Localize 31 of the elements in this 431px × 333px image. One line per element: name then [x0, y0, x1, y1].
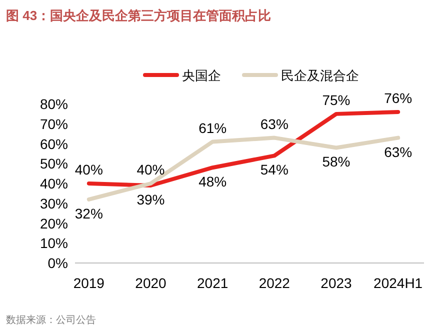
data-label: 54% — [260, 162, 288, 178]
source-note: 数据来源：公司公告 — [6, 314, 96, 326]
y-tick-label: 0% — [48, 255, 68, 271]
y-tick-label: 10% — [40, 235, 68, 252]
y-tick-label: 80% — [40, 96, 68, 112]
data-label: 32% — [74, 205, 103, 222]
y-tick-label: 30% — [40, 195, 68, 212]
y-tick-label: 70% — [40, 116, 68, 132]
x-tick-label: 2021 — [197, 275, 228, 291]
data-label: 48% — [198, 174, 227, 190]
data-label: 76% — [384, 90, 412, 106]
x-tick-label: 2023 — [320, 275, 352, 291]
x-tick-label: 2020 — [135, 275, 167, 291]
legend-label: 民企及混合企 — [281, 68, 359, 83]
data-label: 63% — [384, 144, 412, 160]
y-tick-label: 50% — [40, 156, 68, 172]
x-tick-label: 2019 — [73, 275, 105, 291]
data-label: 58% — [322, 154, 350, 170]
data-label: 75% — [322, 92, 350, 108]
y-tick-label: 40% — [40, 176, 68, 192]
data-label: 61% — [198, 120, 227, 136]
x-tick-label: 2024H1 — [374, 275, 423, 291]
legend-label: 央国企 — [182, 68, 221, 83]
data-label: 39% — [136, 191, 165, 208]
y-tick-label: 60% — [40, 136, 68, 152]
data-label: 63% — [260, 116, 288, 132]
data-label: 40% — [74, 162, 103, 178]
x-tick-label: 2022 — [258, 275, 290, 291]
data-label: 40% — [136, 162, 165, 178]
y-tick-label: 20% — [40, 215, 68, 232]
chart-title: 图 43：国央企及民企第三方项目在管面积占比 — [6, 8, 272, 23]
